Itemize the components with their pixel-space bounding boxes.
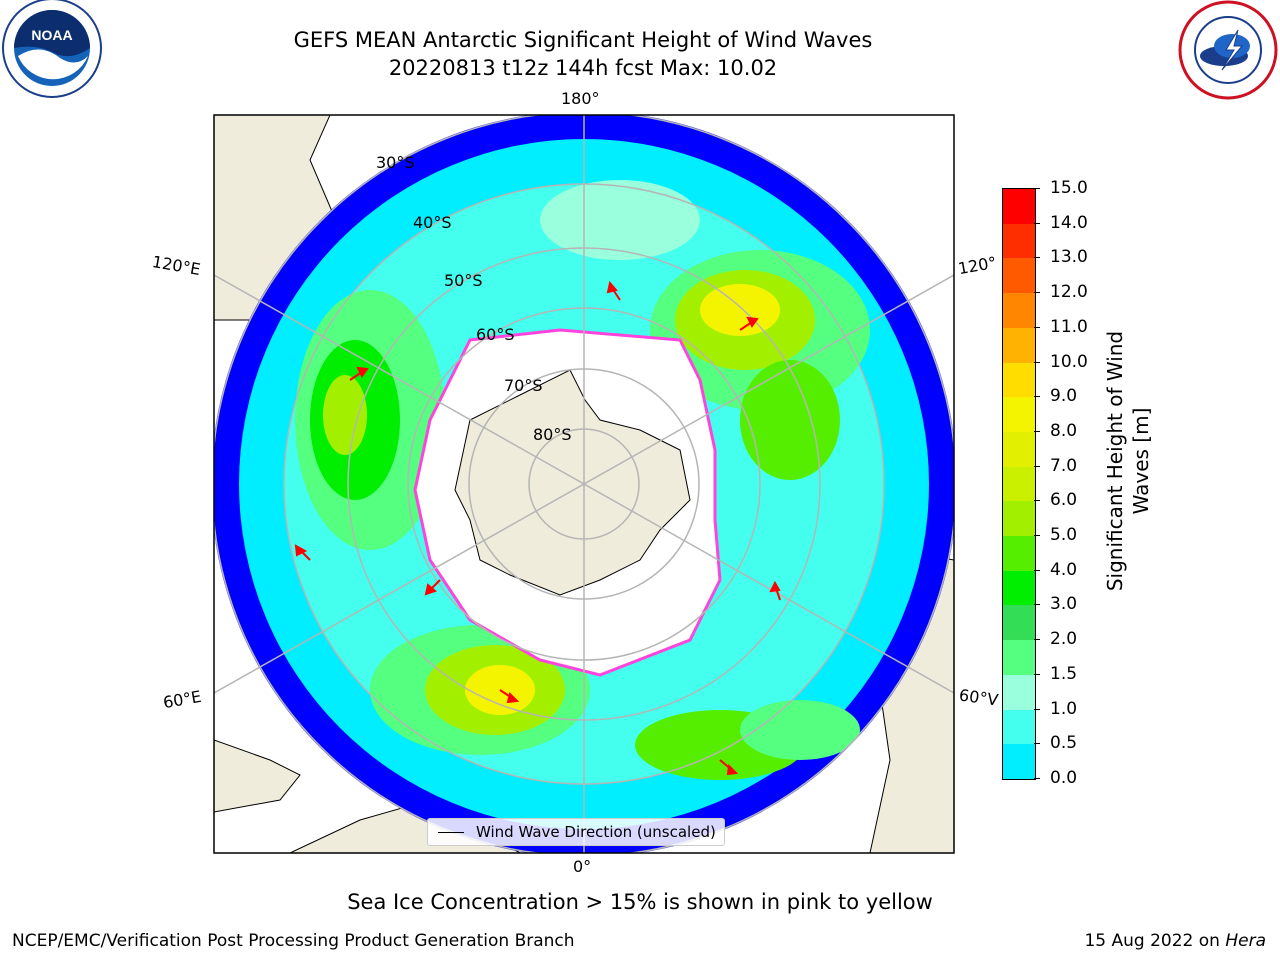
colorbar-tick-label: 4.0 (1050, 559, 1078, 580)
footer-branch: NCEP/EMC/Verification Post Processing Pr… (12, 931, 575, 951)
colorbar-tick-mark (1034, 743, 1040, 745)
colorbar-tick-label: 13.0 (1050, 247, 1088, 268)
lon-label-top: 180° (561, 89, 600, 108)
colorbar-swatch (1003, 189, 1035, 224)
antarctica (454, 369, 691, 596)
sea-ice-note-text: Sea Ice Concentration > 15% is shown in … (347, 890, 933, 914)
lat-label-70s: 70°S (504, 376, 543, 395)
lat-label-80s: 80°S (533, 425, 572, 444)
colorbar-tick-label: 0.5 (1050, 733, 1078, 754)
colorbar-swatch (1003, 327, 1035, 363)
colorbar-tick-mark (1034, 708, 1040, 710)
colorbar-swatch (1003, 397, 1035, 432)
colorbar-swatch (1003, 466, 1035, 502)
colorbar-title: Significant Height of Wind Waves [m] (1102, 301, 1154, 621)
national-weather-service-logo (1178, 0, 1278, 100)
colorbar-swatch (1003, 744, 1035, 779)
colorbar-ticks: 15.0 14.0 13.0 12.0 11.0 10.0 9.0 8.0 7.0 6.0 5.0 4… (1034, 178, 1100, 798)
colorbar-title-line1: Significant Height of Wind (1103, 330, 1127, 592)
wind-wave-direction-arrows (294, 280, 781, 776)
colorbar-tick-mark (1034, 535, 1040, 537)
colorbar-tick-label: 2.0 (1050, 629, 1078, 650)
sea-ice-note: Sea Ice Concentration > 15% is shown in … (0, 890, 1280, 914)
noaa-logo: NOAA (2, 0, 102, 98)
colorbar-tick-mark (1034, 673, 1040, 675)
colorbar-tick-label: 10.0 (1050, 351, 1088, 372)
colorbar-tick-label: 0.0 (1050, 768, 1078, 788)
footer-date: 15 Aug 2022 on Hera (1084, 931, 1266, 951)
colorbar-tick-mark (1034, 188, 1040, 189)
colorbar-tick-label: 7.0 (1050, 455, 1078, 476)
colorbar-swatch (1003, 223, 1035, 259)
colorbar-tick-mark (1034, 292, 1040, 294)
lat-label-50s: 50°S (444, 271, 483, 290)
lat-label-40s: 40°S (413, 213, 452, 232)
colorbar-tick-mark (1034, 465, 1040, 467)
colorbar-tick-label: 3.0 (1050, 594, 1078, 615)
colorbar-tick-mark (1034, 222, 1040, 224)
colorbar (1002, 188, 1036, 780)
legend-line-swatch (438, 831, 464, 833)
lat-label-30s: 30°S (376, 153, 415, 172)
map-legend: Wind Wave Direction (unscaled) (427, 818, 725, 846)
colorbar-swatch (1003, 605, 1035, 641)
colorbar-swatch (1003, 674, 1035, 710)
colorbar-tick-label: 6.0 (1050, 490, 1078, 511)
colorbar-tick-mark (1034, 639, 1040, 641)
chart-subtitle: 20220813 t12z 144h fcst Max: 10.02 (388, 56, 778, 80)
colorbar-swatch (1003, 431, 1035, 467)
colorbar-swatch (1003, 362, 1035, 398)
colorbar-tick-label: 8.0 (1050, 420, 1078, 441)
footer-host: Hera (1225, 931, 1266, 951)
colorbar-swatch (1003, 570, 1035, 606)
colorbar-tick-mark (1034, 604, 1040, 606)
colorbar-tick-label: 11.0 (1050, 316, 1088, 337)
colorbar-tick-label: 5.0 (1050, 525, 1078, 546)
colorbar-tick-mark (1034, 778, 1040, 779)
footer-date-text: 15 Aug 2022 on (1084, 931, 1226, 951)
legend-label: Wind Wave Direction (unscaled) (476, 823, 716, 841)
chart-title: GEFS MEAN Antarctic Significant Height o… (293, 28, 873, 52)
colorbar-tick-label: 14.0 (1050, 212, 1088, 233)
colorbar-tick-label: 1.0 (1050, 698, 1078, 719)
colorbar-swatch (1003, 709, 1035, 745)
colorbar-swatch (1003, 258, 1035, 294)
colorbar-tick-label: 15.0 (1050, 178, 1088, 198)
colorbar-swatch (1003, 293, 1035, 328)
colorbar-swatch (1003, 501, 1035, 537)
svg-text:NOAA: NOAA (31, 27, 72, 43)
colorbar-tick-mark (1034, 569, 1040, 571)
colorbar-swatch (1003, 536, 1035, 571)
lon-label-bottom: 0° (573, 857, 592, 876)
colorbar-tick-mark (1034, 396, 1040, 398)
gridlines (214, 115, 954, 853)
colorbar-tick-mark (1034, 361, 1040, 363)
colorbar-tick-label: 12.0 (1050, 282, 1088, 303)
colorbar-tick-mark (1034, 326, 1040, 328)
colorbar-swatch (1003, 640, 1035, 675)
map-frame (213, 114, 955, 854)
colorbar-tick-mark (1034, 500, 1040, 502)
colorbar-tick-label: 9.0 (1050, 386, 1078, 407)
colorbar-tick-mark (1034, 430, 1040, 432)
colorbar-tick-mark (1034, 257, 1040, 259)
colorbar-tick-label: 1.5 (1050, 663, 1078, 684)
lat-label-60s: 60°S (476, 325, 515, 344)
colorbar-title-line2: Waves [m] (1129, 407, 1153, 515)
